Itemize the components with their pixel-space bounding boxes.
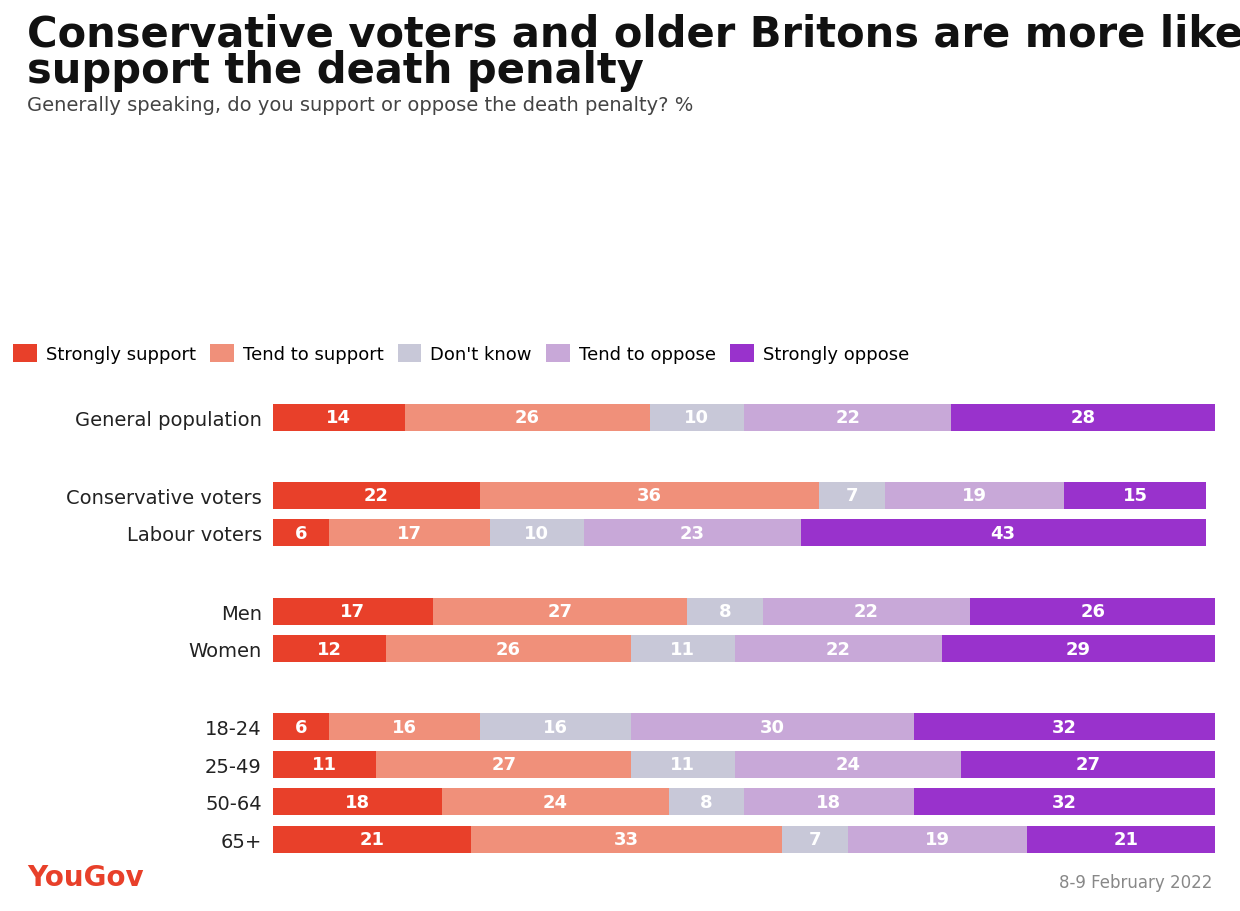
Text: 27: 27 [1075, 755, 1100, 773]
Bar [1064, 482, 1205, 509]
Bar [330, 520, 490, 547]
Text: 12: 12 [317, 640, 342, 658]
Text: 8: 8 [719, 602, 732, 620]
Text: 8-9 February 2022: 8-9 February 2022 [1059, 873, 1213, 891]
Bar [1027, 826, 1225, 853]
Bar [744, 404, 951, 431]
Bar [273, 635, 386, 662]
Bar [273, 788, 443, 815]
Text: Generally speaking, do you support or oppose the death penalty? %: Generally speaking, do you support or op… [27, 96, 693, 115]
Bar [970, 598, 1215, 625]
Text: 6: 6 [295, 525, 308, 542]
Text: 10: 10 [684, 409, 709, 426]
Text: 19: 19 [962, 486, 987, 505]
Text: 7: 7 [808, 831, 821, 848]
Bar [443, 788, 668, 815]
Bar [914, 713, 1215, 741]
Text: 11: 11 [312, 755, 337, 773]
Bar [781, 826, 848, 853]
Bar [480, 713, 631, 741]
Bar [273, 751, 377, 778]
Text: 21: 21 [360, 831, 384, 848]
Text: 26: 26 [1080, 602, 1105, 620]
Text: 23: 23 [680, 525, 704, 542]
Text: 19: 19 [925, 831, 950, 848]
Bar [687, 598, 763, 625]
Text: 16: 16 [392, 718, 417, 736]
Text: 8: 8 [701, 793, 713, 811]
Bar [490, 520, 584, 547]
Text: 22: 22 [836, 409, 861, 426]
Bar [471, 826, 781, 853]
Bar [848, 826, 1027, 853]
Bar [480, 482, 820, 509]
Text: 10: 10 [525, 525, 549, 542]
Bar [961, 751, 1215, 778]
Bar [404, 404, 650, 431]
Text: 24: 24 [543, 793, 568, 811]
Bar [377, 751, 631, 778]
Bar [763, 598, 970, 625]
Bar [734, 751, 961, 778]
Text: 22: 22 [826, 640, 851, 658]
Bar [914, 788, 1215, 815]
Text: YouGov: YouGov [27, 863, 144, 891]
Text: 22: 22 [365, 486, 389, 505]
Text: 32: 32 [1052, 793, 1076, 811]
Text: 15: 15 [1122, 486, 1147, 505]
Text: 17: 17 [341, 602, 366, 620]
Bar [433, 598, 687, 625]
Text: 32: 32 [1052, 718, 1076, 736]
Text: 30: 30 [760, 718, 785, 736]
Text: 7: 7 [846, 486, 858, 505]
Text: 16: 16 [543, 718, 568, 736]
Text: 27: 27 [491, 755, 516, 773]
Bar [273, 404, 404, 431]
Bar [631, 713, 914, 741]
Text: 24: 24 [836, 755, 861, 773]
Text: 22: 22 [854, 602, 879, 620]
Bar [273, 520, 330, 547]
Text: 27: 27 [548, 602, 573, 620]
Bar [734, 635, 942, 662]
Bar [386, 635, 631, 662]
Bar [273, 713, 330, 741]
Bar [801, 520, 1205, 547]
Text: 36: 36 [637, 486, 662, 505]
Text: 14: 14 [326, 409, 351, 426]
Bar [820, 482, 885, 509]
Text: 11: 11 [671, 640, 696, 658]
Bar [885, 482, 1064, 509]
Bar [942, 635, 1215, 662]
Bar [650, 404, 744, 431]
Text: Conservative voters and older Britons are more likely to: Conservative voters and older Britons ar… [27, 14, 1240, 56]
Text: 18: 18 [345, 793, 371, 811]
Legend: Strongly support, Tend to support, Don't know, Tend to oppose, Strongly oppose: Strongly support, Tend to support, Don't… [14, 345, 909, 363]
Text: 17: 17 [397, 525, 422, 542]
Bar [584, 520, 801, 547]
Text: 18: 18 [816, 793, 842, 811]
Text: 21: 21 [1114, 831, 1138, 848]
Text: support the death penalty: support the death penalty [27, 50, 644, 92]
Bar [744, 788, 914, 815]
Text: 43: 43 [991, 525, 1016, 542]
Bar [951, 404, 1215, 431]
Bar [273, 482, 480, 509]
Bar [631, 635, 734, 662]
Text: 33: 33 [614, 831, 639, 848]
Bar [330, 713, 480, 741]
Bar [668, 788, 744, 815]
Bar [273, 598, 433, 625]
Text: 26: 26 [515, 409, 539, 426]
Bar [631, 751, 734, 778]
Text: 28: 28 [1070, 409, 1096, 426]
Bar [273, 826, 471, 853]
Text: 26: 26 [496, 640, 521, 658]
Text: 6: 6 [295, 718, 308, 736]
Text: 11: 11 [671, 755, 696, 773]
Text: 29: 29 [1066, 640, 1091, 658]
